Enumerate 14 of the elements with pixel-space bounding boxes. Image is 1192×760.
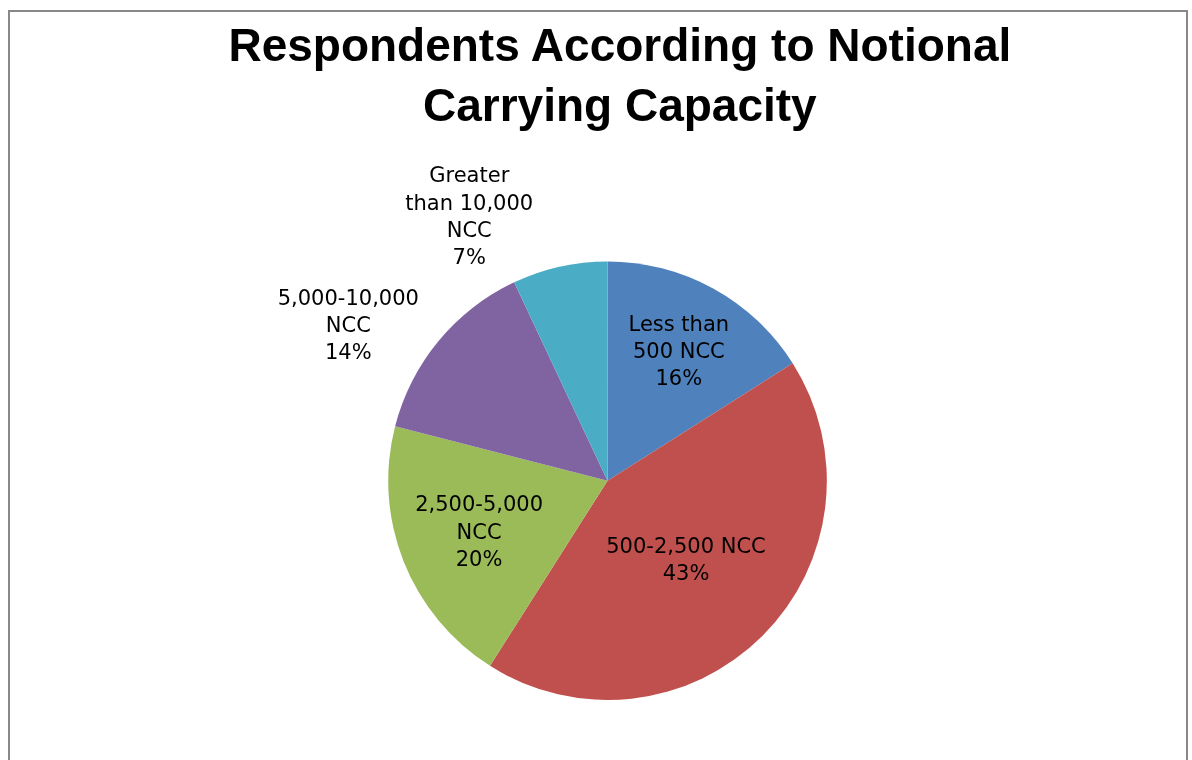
slice-label: Greater than 10,000 NCC — [405, 163, 534, 242]
pie-slice — [607, 261, 793, 481]
data-label: 20% — [455, 546, 503, 571]
chart-title: Respondents According to Notional Carrying Capacity — [228, 18, 1012, 131]
data-label: 7% — [452, 245, 486, 270]
data-label: 16% — [655, 366, 703, 391]
slice-label: 2,500-5,000 NCC — [415, 492, 544, 544]
data-label: 43% — [662, 560, 710, 585]
pie-slice — [514, 261, 608, 481]
data-label: 14% — [324, 340, 372, 365]
slice-label: Less than 500 NCC — [628, 311, 730, 364]
slice-label: 500-2,500 NCC — [606, 533, 766, 558]
slice-label: 5,000-10,000 NCC — [277, 285, 419, 337]
pie-slice — [388, 426, 608, 666]
